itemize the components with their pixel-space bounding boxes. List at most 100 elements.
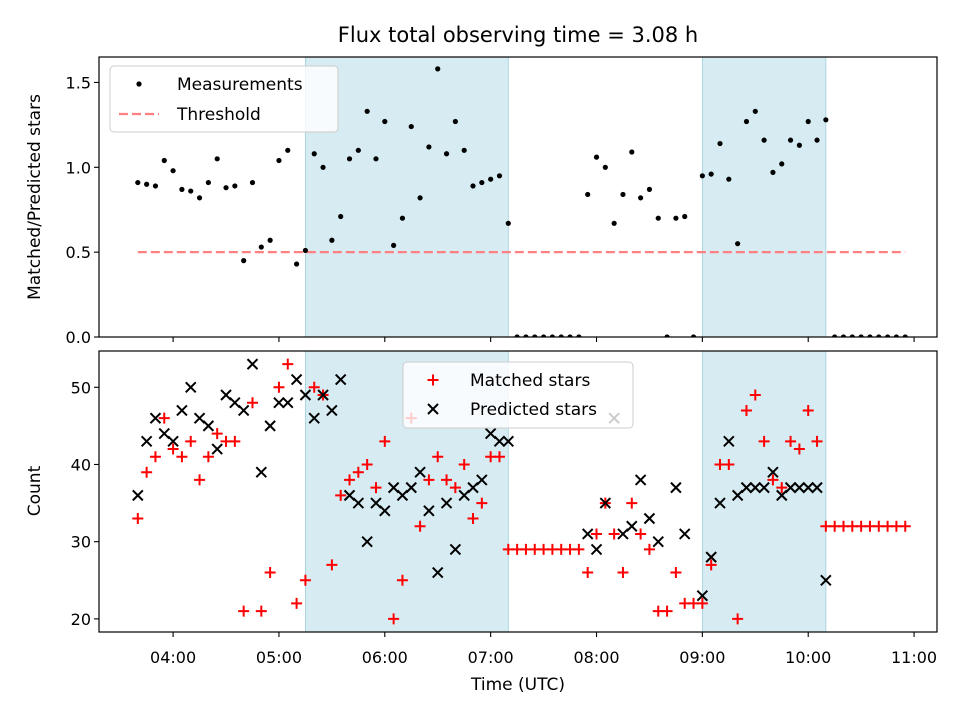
matched-star-point <box>785 435 797 447</box>
measurement-point <box>593 154 600 160</box>
matched-star-point <box>793 443 805 455</box>
measurement-point <box>408 123 414 130</box>
measurement-point <box>452 118 458 125</box>
matched-star-point <box>899 520 911 532</box>
predicted-star-point <box>246 358 259 370</box>
measurement-point <box>426 144 432 150</box>
predicted-star-point <box>255 466 268 478</box>
y-tick-label: 1.5 <box>66 73 91 92</box>
measurement-point <box>602 164 608 170</box>
measurement-point <box>638 195 644 201</box>
measurement-point <box>814 137 820 143</box>
measurement-point <box>611 220 617 226</box>
shaded-band <box>701 350 827 633</box>
measurement-point <box>620 191 626 198</box>
legend-label-matched: Matched stars <box>470 371 590 391</box>
measurement-point <box>893 334 900 337</box>
matched-star-point <box>396 574 408 586</box>
legend-label-threshold: Threshold <box>176 105 261 125</box>
measurement-point <box>796 142 802 148</box>
predicted-star-point <box>502 435 515 448</box>
predicted-star-point <box>334 373 347 386</box>
predicted-star-point <box>273 397 285 409</box>
predicted-star-point <box>652 535 664 548</box>
matched-star-point <box>449 482 461 494</box>
predicted-star-point <box>185 381 197 393</box>
x-tick-label: 11:00 <box>891 648 937 667</box>
measurement-point <box>232 183 238 189</box>
predicted-star-point <box>317 389 329 401</box>
predicted-star-point <box>237 404 250 417</box>
matched-star-point <box>582 567 594 579</box>
predicted-star-point <box>784 481 797 494</box>
measurement-point <box>329 237 335 243</box>
matched-star-point <box>740 404 752 416</box>
matched-star-point <box>723 458 735 470</box>
predicted-star-point <box>476 474 488 486</box>
legend-label-measurements: Measurements <box>177 75 303 95</box>
measurement-point <box>399 215 406 221</box>
predicted-star-point <box>670 481 682 494</box>
predicted-star-point <box>282 397 294 409</box>
y-axis-label: Matched/Predicted stars <box>25 94 45 300</box>
measurement-point <box>655 215 661 221</box>
predicted-star-point <box>705 551 717 563</box>
ratio-panel: 0.0 0.5 1.0 1.5 Matched/Predicted stars Measu… <box>25 56 938 347</box>
matched-star-point <box>591 528 603 540</box>
matched-star-point <box>141 466 153 478</box>
measurement-point <box>682 213 688 220</box>
predicted-star-point <box>361 535 373 548</box>
measurement-point <box>567 334 573 337</box>
legend-marker-measurements <box>136 81 142 87</box>
measurement-point <box>470 183 476 189</box>
predicted-star-point <box>820 574 832 586</box>
matched-star-point <box>335 489 347 501</box>
legend-marker-matched <box>427 374 439 386</box>
measurement-point <box>417 195 423 201</box>
measurement-point <box>558 334 564 337</box>
predicted-star-point <box>264 420 276 432</box>
measurement-point <box>805 118 811 125</box>
matched-star-point <box>458 458 470 470</box>
legend-box <box>402 361 634 429</box>
predicted-star-point <box>176 404 188 417</box>
measurement-point <box>161 157 167 164</box>
predicted-star-point <box>140 435 153 448</box>
predicted-star-point <box>290 373 303 386</box>
y-tick-label: 0.0 <box>66 328 91 347</box>
predicted-star-point <box>581 528 594 540</box>
measurement-point <box>823 117 829 123</box>
matched-star-point <box>202 451 214 463</box>
measurement-point <box>223 185 229 191</box>
predicted-star-point <box>749 481 761 494</box>
measurement-point <box>338 213 344 220</box>
matched-star-point <box>767 474 779 486</box>
measurement-point <box>858 334 864 337</box>
x-tick-label: 09:00 <box>679 648 725 667</box>
measurement-point <box>135 179 141 186</box>
measurement-point <box>188 188 194 194</box>
x-tick-label: 05:00 <box>256 648 302 667</box>
measurement-point <box>214 156 220 162</box>
measurement-point <box>664 334 670 337</box>
measurement-point <box>532 334 538 337</box>
matched-star-point <box>414 520 426 532</box>
measurement-point <box>241 258 247 264</box>
matched-star-point <box>229 435 241 447</box>
predicted-star-point <box>423 505 435 517</box>
matched-star-point <box>299 574 311 586</box>
legend-marker-predicted <box>427 403 439 415</box>
matched-star-point <box>167 443 179 455</box>
predicted-star-point <box>590 543 603 556</box>
measurement-point <box>144 181 150 187</box>
y-tick-label: 50 <box>71 378 91 397</box>
measurement-point <box>717 140 723 147</box>
matched-star-point <box>132 513 144 525</box>
y-axis-label: Count <box>25 465 45 516</box>
matched-star-point <box>608 528 620 540</box>
predicted-star-point <box>643 512 656 525</box>
matched-star-point <box>158 412 170 424</box>
matched-star-point <box>176 451 188 463</box>
matched-star-point <box>326 559 338 571</box>
